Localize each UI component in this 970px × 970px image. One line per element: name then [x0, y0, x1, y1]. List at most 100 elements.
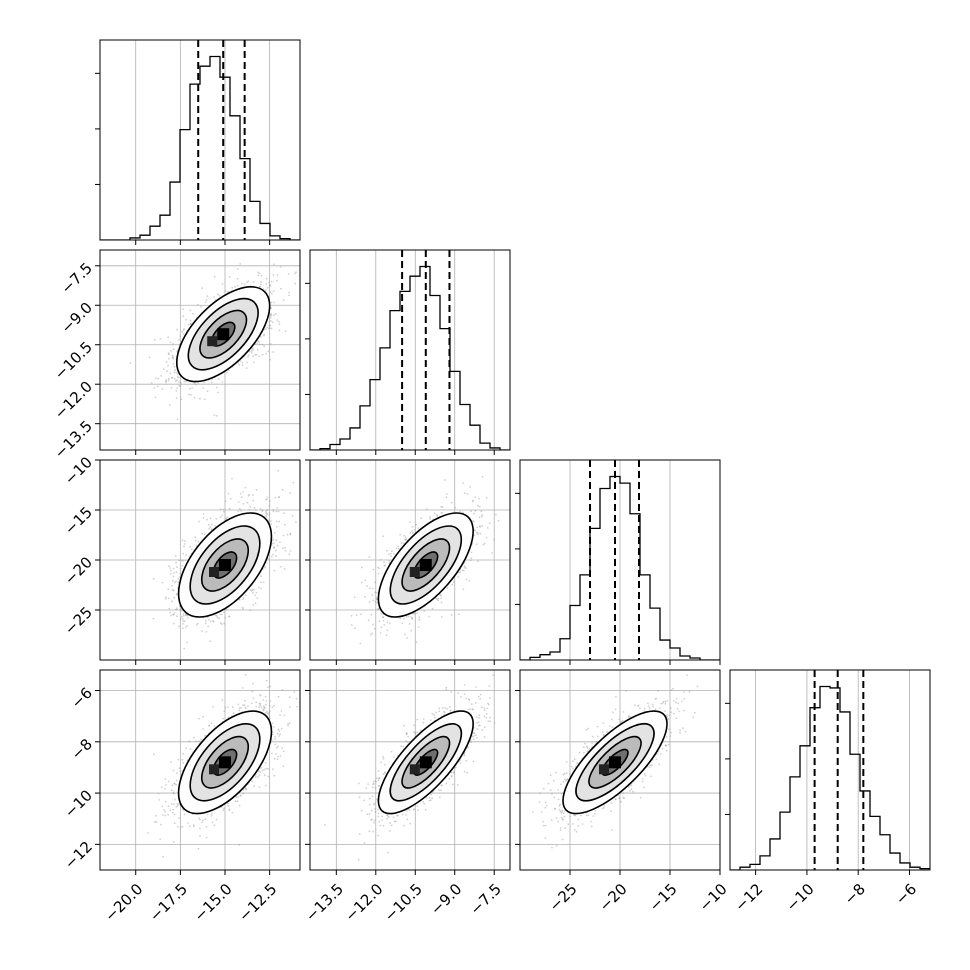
- scatter-point: [179, 567, 182, 570]
- scatter-point: [186, 617, 189, 619]
- scatter-point: [231, 477, 233, 480]
- scatter-point: [265, 512, 268, 515]
- scatter-point: [265, 514, 268, 517]
- scatter-point: [182, 614, 185, 617]
- scatter-point: [236, 284, 239, 287]
- scatter-point: [294, 272, 296, 275]
- scatter-point: [283, 512, 285, 515]
- scatter-point: [227, 492, 230, 495]
- scatter-point: [266, 509, 269, 511]
- scatter-point: [180, 616, 183, 618]
- scatter-point: [428, 615, 431, 618]
- scatter-point: [463, 565, 466, 567]
- scatter-point: [282, 299, 285, 301]
- scatter-point: [180, 559, 183, 562]
- scatter-point: [266, 286, 269, 289]
- scatter-point: [278, 320, 280, 323]
- scatter-point: [252, 604, 255, 606]
- scatter-point: [263, 333, 265, 336]
- scatter-point: [269, 324, 271, 326]
- histogram-step: [730, 685, 930, 870]
- scatter-point: [224, 290, 227, 293]
- scatter-point: [270, 523, 273, 525]
- scatter-point: [431, 607, 434, 610]
- scatter-point: [179, 335, 182, 337]
- scatter-point: [176, 418, 179, 420]
- scatter-point: [171, 584, 173, 587]
- scatter-point: [495, 513, 497, 516]
- scatter-point: [405, 538, 408, 541]
- scatter-point: [173, 581, 176, 584]
- density-area: [350, 475, 500, 645]
- scatter-point: [277, 510, 280, 513]
- scatter-point: [440, 505, 443, 508]
- scatter-point: [270, 307, 272, 309]
- scatter-point: [242, 608, 244, 610]
- scatter-point: [209, 640, 212, 643]
- scatter-point: [284, 523, 286, 526]
- scatter-point: [292, 481, 295, 484]
- scatter-point: [272, 274, 275, 276]
- scatter-point: [228, 615, 231, 618]
- scatter-point: [173, 596, 176, 599]
- scatter-point: [247, 355, 250, 358]
- scatter-point: [161, 388, 164, 390]
- scatter-point: [246, 501, 249, 504]
- scatter-point: [256, 342, 259, 344]
- scatter-point: [480, 510, 483, 513]
- scatter-point: [257, 274, 260, 277]
- scatter-point: [368, 587, 371, 590]
- scatter-point: [252, 347, 254, 350]
- scatter-point: [367, 619, 370, 622]
- scatter-point: [209, 517, 212, 520]
- scatter-point: [241, 361, 244, 364]
- scatter-point: [417, 626, 420, 628]
- panel-border: [99, 39, 301, 241]
- panel: −13.5−12.0−10.5−9.0−7.5: [51, 249, 301, 462]
- scatter-point: [176, 593, 178, 596]
- scatter-point: [214, 525, 217, 527]
- scatter-point: [178, 576, 181, 578]
- scatter-point: [168, 353, 170, 356]
- scatter-point: [238, 507, 241, 510]
- scatter-point: [258, 272, 261, 275]
- scatter-point: [179, 610, 182, 613]
- scatter-point: [261, 353, 264, 356]
- scatter-point: [265, 498, 268, 501]
- scatter-point: [276, 279, 278, 282]
- scatter-point: [289, 533, 292, 535]
- scatter-point: [249, 589, 252, 591]
- scatter-point: [254, 594, 257, 597]
- scatter-point: [182, 552, 185, 555]
- scatter-point: [196, 303, 199, 306]
- scatter-point: [223, 611, 225, 614]
- scatter-point: [272, 290, 275, 292]
- scatter-point: [275, 520, 278, 523]
- scatter-point: [170, 569, 172, 572]
- scatter-point: [239, 263, 242, 265]
- scatter-point: [221, 623, 223, 625]
- scatter-point: [244, 486, 247, 489]
- scatter-point: [465, 567, 467, 569]
- scatter-point: [219, 516, 222, 518]
- scatter-point: [272, 542, 275, 545]
- scatter-point: [251, 588, 254, 591]
- scatter-point: [382, 619, 385, 622]
- y-tick-label: −10.5: [51, 338, 96, 383]
- scatter-point: [272, 553, 274, 556]
- scatter-point: [197, 540, 200, 543]
- scatter-point: [446, 587, 449, 589]
- scatter-point: [204, 622, 207, 625]
- scatter-point: [360, 566, 363, 569]
- scatter-point: [435, 597, 438, 600]
- scatter-point: [188, 393, 190, 396]
- scatter-point: [265, 328, 267, 331]
- scatter-point: [169, 611, 171, 614]
- scatter-point: [246, 281, 248, 284]
- scatter-point: [211, 378, 214, 381]
- scatter-point: [172, 575, 175, 578]
- scatter-point: [255, 488, 258, 491]
- scatter-point: [182, 333, 185, 335]
- scatter-point: [165, 596, 168, 599]
- scatter-point: [258, 355, 261, 358]
